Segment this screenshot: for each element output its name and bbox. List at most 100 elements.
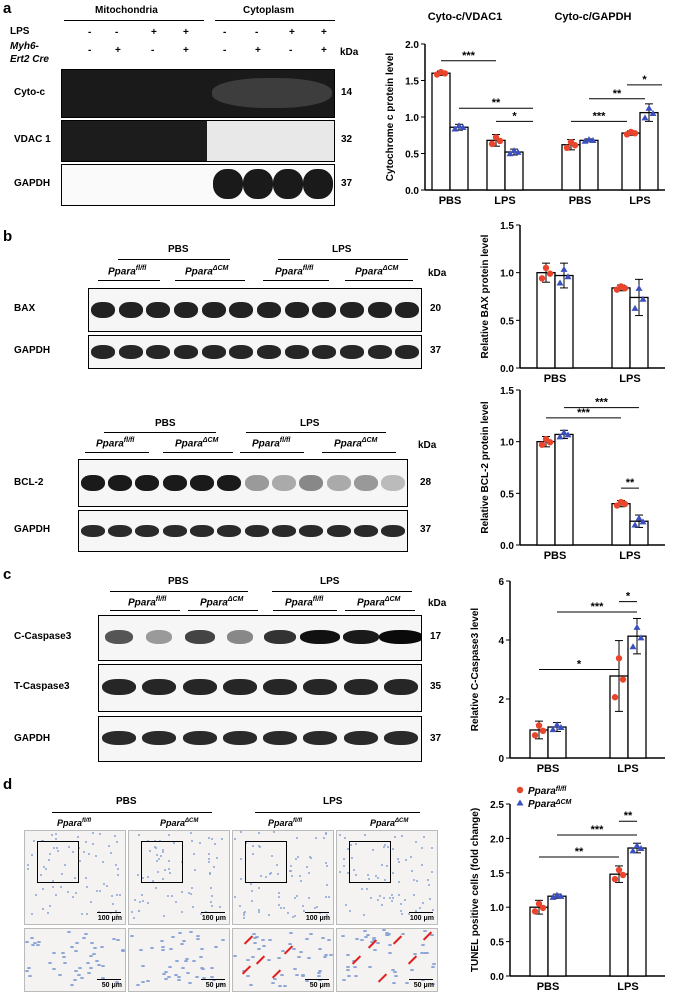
b-top-pbs-line bbox=[118, 259, 230, 260]
data-point bbox=[556, 433, 564, 440]
scalebar bbox=[305, 979, 329, 980]
data-point bbox=[539, 904, 547, 912]
blot-band bbox=[217, 525, 242, 537]
cre-sign: + bbox=[183, 45, 189, 56]
blot-band bbox=[339, 345, 364, 359]
data-point bbox=[441, 70, 449, 77]
tunel-micrograph: 100 μm bbox=[128, 830, 230, 925]
blot-band bbox=[118, 302, 143, 318]
lps-sign: + bbox=[321, 27, 327, 38]
lps-sign: - bbox=[88, 27, 92, 38]
x-tick-label: LPS bbox=[629, 195, 650, 207]
blot-gapdh-b2 bbox=[78, 510, 408, 552]
bar bbox=[529, 906, 549, 977]
blot-band bbox=[244, 525, 269, 537]
blot-band bbox=[339, 302, 364, 318]
y-tick-label: 1.0 bbox=[405, 113, 419, 124]
data-point bbox=[546, 438, 554, 446]
d-geno-1: Pparafl/fl bbox=[57, 818, 92, 828]
kda-gapdh-b1: 37 bbox=[430, 345, 442, 356]
bar bbox=[621, 132, 641, 191]
cre-sign: - bbox=[289, 45, 293, 56]
kda-label-b-bot: kDa bbox=[418, 440, 437, 451]
bar bbox=[431, 72, 451, 191]
c-geno-2-line bbox=[188, 610, 258, 611]
blot-label-vdac1: VDAC 1 bbox=[14, 134, 51, 145]
panel-b-label: b bbox=[3, 228, 13, 245]
tunel-micrograph: 50 μm bbox=[336, 928, 438, 992]
data-point bbox=[629, 847, 637, 854]
blot-band bbox=[162, 475, 187, 491]
data-point bbox=[459, 124, 467, 131]
blot-label-bax: BAX bbox=[14, 303, 36, 314]
data-point bbox=[535, 900, 543, 907]
data-point bbox=[557, 892, 565, 899]
blot-t-caspase3 bbox=[98, 664, 422, 712]
d-geno-2: PparaΔCM bbox=[160, 818, 199, 828]
blot-band bbox=[272, 475, 296, 491]
blot-band bbox=[222, 679, 257, 695]
b-bot-geno-2-line bbox=[163, 452, 233, 453]
blot-band bbox=[135, 475, 160, 491]
x-tick-label: LPS bbox=[494, 195, 515, 207]
significance-label: * bbox=[626, 591, 631, 603]
blot-band bbox=[312, 302, 337, 318]
data-point bbox=[611, 694, 619, 701]
data-point bbox=[633, 623, 641, 630]
blot-c-caspase3 bbox=[98, 615, 422, 661]
data-point bbox=[531, 908, 539, 915]
kda-bax: 20 bbox=[430, 303, 442, 314]
d-pbs: PBS bbox=[116, 796, 137, 807]
scalebar bbox=[201, 979, 225, 980]
data-point bbox=[549, 726, 557, 733]
data-point bbox=[629, 643, 637, 650]
blot-band bbox=[201, 345, 226, 359]
data-point bbox=[557, 723, 565, 730]
b-bot-geno-3: Pparafl/fl bbox=[252, 437, 291, 450]
cre-sign: + bbox=[321, 45, 327, 56]
legend-marker-fl bbox=[516, 786, 524, 794]
x-tick-label: LPS bbox=[617, 763, 638, 775]
y-tick-label: 2 bbox=[498, 695, 504, 706]
blot-band bbox=[395, 345, 420, 359]
y-tick-label: 0.0 bbox=[500, 364, 514, 375]
d-geno-4: PparaΔCM bbox=[370, 818, 409, 828]
lps-sign: + bbox=[289, 27, 295, 38]
kda-cyto-c: 14 bbox=[341, 87, 353, 98]
data-point bbox=[560, 428, 568, 435]
significance-label: *** bbox=[591, 601, 605, 613]
b-bot-pbs-line bbox=[104, 432, 216, 433]
data-point bbox=[621, 500, 629, 508]
blot-band bbox=[173, 302, 198, 318]
b-bot-geno-1: Pparafl/fl bbox=[96, 437, 135, 450]
blot-band bbox=[226, 630, 253, 644]
y-tick-label: 2.0 bbox=[490, 834, 504, 845]
lps-row-label: LPS bbox=[10, 26, 30, 37]
panel-c-label: c bbox=[3, 566, 12, 583]
b-top-geno-1: Pparafl/fl bbox=[108, 265, 147, 278]
blot-band bbox=[90, 345, 115, 359]
blot-band bbox=[108, 475, 132, 491]
blot-band bbox=[284, 302, 309, 318]
scalebar bbox=[201, 912, 225, 913]
blot-label-cyto-c: Cyto-c bbox=[14, 87, 46, 98]
blot-band bbox=[381, 475, 406, 491]
bar bbox=[611, 503, 631, 546]
data-point bbox=[585, 136, 593, 143]
data-point bbox=[455, 122, 463, 129]
y-tick-label: 0.5 bbox=[500, 316, 514, 327]
significance-label: *** bbox=[595, 397, 609, 409]
blot-band bbox=[182, 731, 217, 745]
data-point bbox=[531, 732, 539, 739]
c-geno-4-line bbox=[345, 610, 415, 611]
b-top-lps-line bbox=[278, 259, 408, 260]
mito-header: Mitochondria bbox=[95, 5, 158, 16]
data-point bbox=[589, 137, 597, 144]
y-tick-label: 1.0 bbox=[500, 438, 514, 449]
bar bbox=[639, 111, 659, 191]
bar bbox=[547, 895, 567, 977]
data-point bbox=[641, 114, 649, 121]
tunel-micrograph: 50 μm bbox=[232, 928, 334, 992]
bar bbox=[449, 126, 469, 191]
x-tick-label: PBS bbox=[537, 981, 560, 993]
